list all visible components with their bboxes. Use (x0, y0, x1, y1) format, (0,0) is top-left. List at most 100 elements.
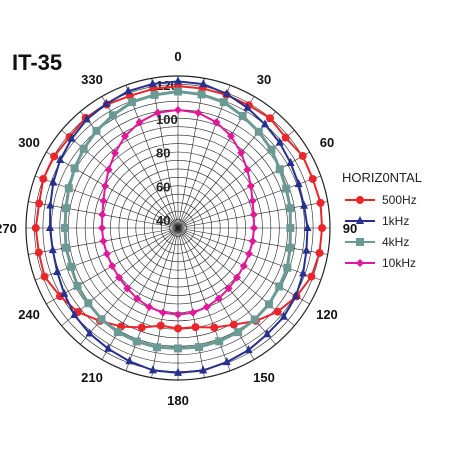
data-point-1khz (291, 291, 300, 300)
data-point-1khz (67, 133, 76, 142)
data-point-10khz (99, 196, 108, 205)
chart-title: IT-35 (12, 50, 62, 75)
data-point-4khz (286, 204, 295, 213)
legend-item-500hz: 500Hz (345, 193, 417, 207)
data-point-500hz (210, 323, 219, 332)
legend-marker-500hz (356, 196, 364, 204)
legend-label: 10kHz (382, 256, 416, 270)
data-point-500hz (34, 248, 43, 257)
grid-spoke (177, 227, 255, 360)
data-point-1khz (70, 309, 79, 318)
series-500hz (31, 82, 327, 333)
data-point-4khz (275, 282, 284, 291)
data-point-1khz (48, 245, 57, 254)
data-point-1khz (104, 343, 113, 352)
data-point-10khz (98, 224, 106, 232)
data-point-1khz (45, 223, 54, 231)
data-point-4khz (250, 315, 259, 324)
data-point-10khz (120, 132, 129, 141)
data-point-10khz (212, 118, 221, 127)
data-point-1khz (85, 328, 94, 337)
data-point-500hz (229, 320, 238, 329)
data-point-10khz (153, 108, 162, 117)
legend-label: 4kHz (382, 235, 409, 249)
data-point-500hz (137, 323, 146, 332)
data-point-4khz (275, 165, 284, 174)
data-point-10khz (115, 273, 124, 282)
data-point-1khz (53, 266, 62, 275)
data-point-10khz (246, 181, 255, 190)
data-point-10khz (243, 165, 252, 174)
data-point-4khz (73, 282, 82, 291)
data-point-1khz (102, 98, 111, 107)
data-point-10khz (202, 303, 211, 312)
data-point-10khz (194, 108, 203, 117)
grid-spoke (125, 85, 179, 229)
data-point-1khz (279, 311, 288, 320)
polar-grid (25, 75, 331, 381)
series-group (31, 76, 327, 376)
data-point-4khz (97, 315, 106, 324)
data-point-10khz (245, 249, 254, 258)
data-point-1khz (300, 200, 309, 209)
data-point-1khz (302, 245, 311, 254)
legend-marker-4khz (356, 238, 364, 246)
data-point-10khz (214, 294, 223, 303)
series-10khz (98, 105, 258, 319)
data-point-4khz (79, 144, 88, 153)
data-point-10khz (102, 249, 111, 258)
legend-marker-10khz (356, 259, 364, 267)
data-point-4khz (254, 127, 263, 136)
data-point-4khz (215, 337, 224, 346)
legend-item-4khz: 4kHz (345, 235, 409, 249)
data-point-500hz (50, 152, 59, 161)
data-point-4khz (174, 344, 182, 353)
grid-spoke (177, 227, 205, 378)
grid-spoke (101, 227, 179, 360)
angle-tick-label: 120 (316, 307, 338, 322)
data-point-10khz (135, 118, 144, 127)
data-point-4khz (113, 328, 122, 337)
radial-tick-label: 40 (156, 213, 170, 228)
data-point-10khz (232, 273, 241, 282)
data-point-1khz (294, 179, 303, 188)
data-point-4khz (150, 90, 159, 99)
data-point-1khz (275, 137, 284, 146)
data-point-10khz (224, 284, 233, 293)
data-point-1khz (286, 157, 295, 166)
data-point-1khz (199, 79, 208, 88)
data-point-500hz (35, 199, 44, 208)
data-point-10khz (227, 132, 236, 141)
data-point-500hz (174, 324, 182, 333)
data-point-10khz (249, 210, 258, 219)
legend-title: HORIZ0NTAL (342, 170, 422, 185)
data-point-1khz (46, 200, 55, 209)
data-point-1khz (244, 345, 253, 354)
data-point-1khz (174, 367, 182, 376)
data-point-10khz (133, 294, 142, 303)
data-point-10khz (98, 210, 107, 219)
angle-tick-label: 240 (18, 307, 40, 322)
legend-marker-1khz (356, 216, 364, 224)
grid-spoke (151, 78, 179, 229)
data-point-4khz (84, 299, 93, 308)
data-point-500hz (40, 272, 49, 281)
data-point-500hz (156, 321, 165, 330)
data-point-10khz (159, 308, 168, 317)
grid-spoke (177, 78, 205, 229)
data-point-4khz (174, 87, 182, 96)
data-point-4khz (197, 90, 206, 99)
data-point-500hz (315, 248, 324, 257)
data-point-1khz (222, 357, 231, 366)
data-point-1khz (199, 365, 208, 374)
radial-tick-label: 80 (156, 146, 170, 161)
angle-tick-label: 30 (257, 72, 271, 87)
data-point-500hz (266, 114, 275, 123)
angle-tick-labels: 0 30 60 90 120 150 180 210 240 270 300 330 (0, 49, 357, 408)
data-point-500hz (307, 272, 316, 281)
data-point-1khz (174, 76, 182, 85)
data-point-10khz (248, 237, 257, 246)
data-point-500hz (39, 174, 48, 183)
data-point-10khz (145, 303, 154, 312)
